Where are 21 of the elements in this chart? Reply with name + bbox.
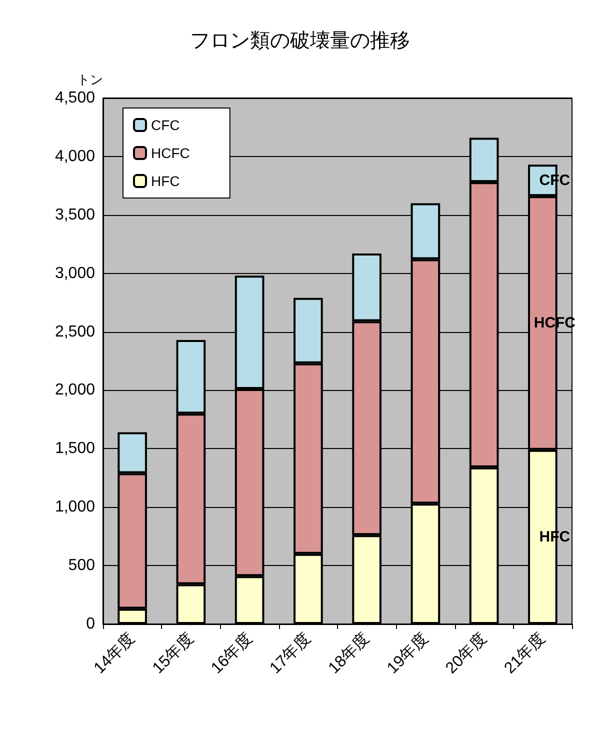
legend-label: HFC (151, 173, 180, 189)
legend-label: CFC (151, 117, 180, 133)
x-tick-label: 21年度 (500, 629, 549, 678)
y-tick-label: 1,000 (54, 498, 96, 516)
y-tick-label: 3,500 (54, 206, 96, 224)
y-tick-label: 1,500 (54, 440, 96, 458)
legend-label: HCFC (151, 145, 190, 161)
chart-title: フロン類の破壊量の推移 (190, 30, 410, 52)
y-tick-label: 500 (68, 557, 96, 574)
y-axis-title: トン (77, 72, 103, 87)
x-tick-label: 15年度 (149, 629, 197, 678)
x-tick-label: 16年度 (208, 629, 256, 678)
x-tick-label: 19年度 (384, 629, 432, 678)
y-tick-label: 4,500 (54, 90, 96, 106)
x-tick-label: 18年度 (324, 629, 373, 678)
x-tick-label: 17年度 (266, 629, 314, 678)
y-tick-label: 2,500 (54, 323, 96, 340)
x-tick-label: 20年度 (442, 629, 490, 678)
y-tick-label: 4,000 (54, 148, 96, 165)
y-tick-label: 3,000 (54, 264, 96, 282)
y-tick-label: 2,000 (54, 382, 96, 399)
